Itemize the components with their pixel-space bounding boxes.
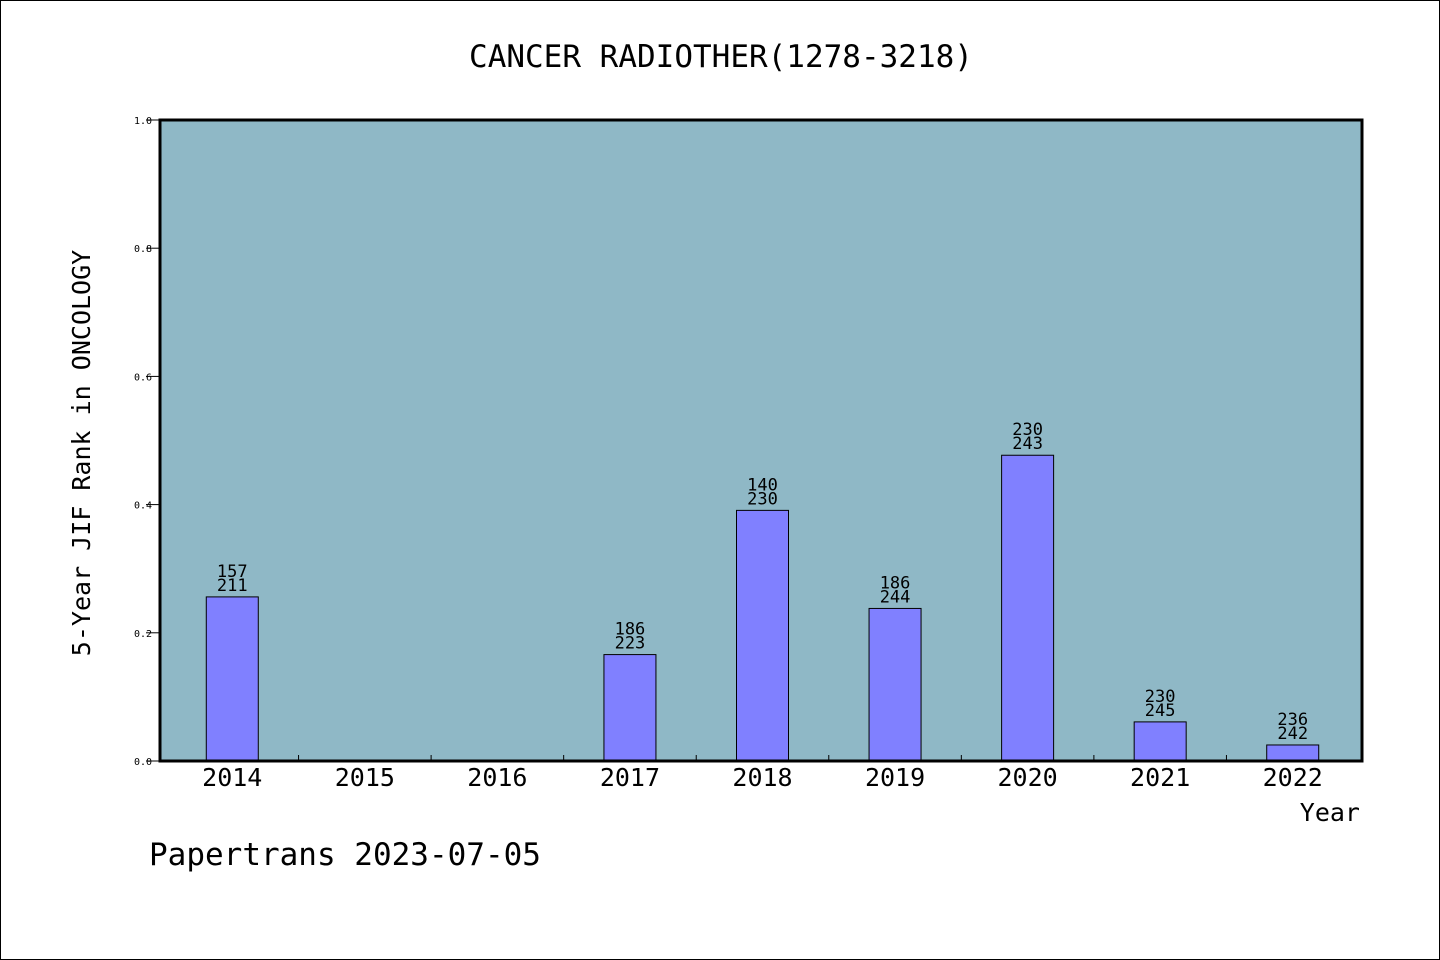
bar-rank-label: 230 [1012, 420, 1043, 440]
y-tick-label: 1.0 [134, 116, 152, 127]
bar-rank-label: 157 [217, 562, 248, 582]
bar-rank-label: 186 [880, 573, 911, 593]
x-tick-label: 2020 [998, 763, 1058, 792]
bar-rank-label: 186 [615, 620, 646, 640]
plot-frame [158, 118, 1364, 763]
bar-category-total-label: 230 [747, 489, 778, 509]
x-axis: 2014 2015 2016 2017 2018 2019 2020 2021 2022 [202, 755, 1323, 792]
y-tick-label: 0.2 [134, 629, 152, 640]
x-axis-label: Year [1300, 798, 1360, 827]
x-tick-label: 2016 [467, 763, 527, 792]
bars-layer [205, 454, 1320, 762]
y-axis-label: 5-Year JIF Rank in ONCOLOGY [67, 250, 96, 656]
bar-rank-label: 140 [747, 475, 778, 495]
bar-category-total-label: 245 [1145, 701, 1176, 721]
bar-category-total-label: 211 [217, 576, 248, 596]
watermark-text: Papertrans 2023-07-05 [149, 837, 541, 873]
x-tick-label: 2015 [335, 763, 395, 792]
bar-2017 [603, 654, 657, 762]
bar-rank-label: 230 [1145, 687, 1176, 707]
x-tick-label: 2018 [732, 763, 792, 792]
x-tick-label: 2017 [600, 763, 660, 792]
bar-category-total-label: 243 [1012, 434, 1043, 454]
bar-2022 [1266, 744, 1320, 762]
y-tick-label: 0.6 [134, 372, 152, 383]
bar-2014 [205, 596, 259, 762]
y-tick-label: 0.4 [134, 501, 152, 512]
x-tick-label: 2021 [1130, 763, 1190, 792]
y-tick-label: 0.8 [134, 244, 152, 255]
bar-2019 [868, 607, 922, 762]
bar-rank-label: 236 [1277, 710, 1308, 730]
bar-category-total-label: 244 [880, 587, 911, 607]
bar-category-total-label: 242 [1277, 724, 1308, 744]
bar-2020 [1001, 454, 1055, 762]
x-tick-label: 2022 [1263, 763, 1323, 792]
chart-title: CANCER RADIOTHER(1278-3218) [469, 39, 973, 75]
bar-category-total-label: 223 [615, 634, 646, 654]
y-tick-label: 0.0 [134, 757, 152, 768]
bar-2021 [1133, 721, 1187, 762]
y-axis: 0.0 0.2 0.4 0.6 0.8 1.0 [134, 116, 160, 768]
x-tick-label: 2014 [202, 763, 262, 792]
x-tick-label: 2019 [865, 763, 925, 792]
bar-2018 [736, 509, 789, 762]
